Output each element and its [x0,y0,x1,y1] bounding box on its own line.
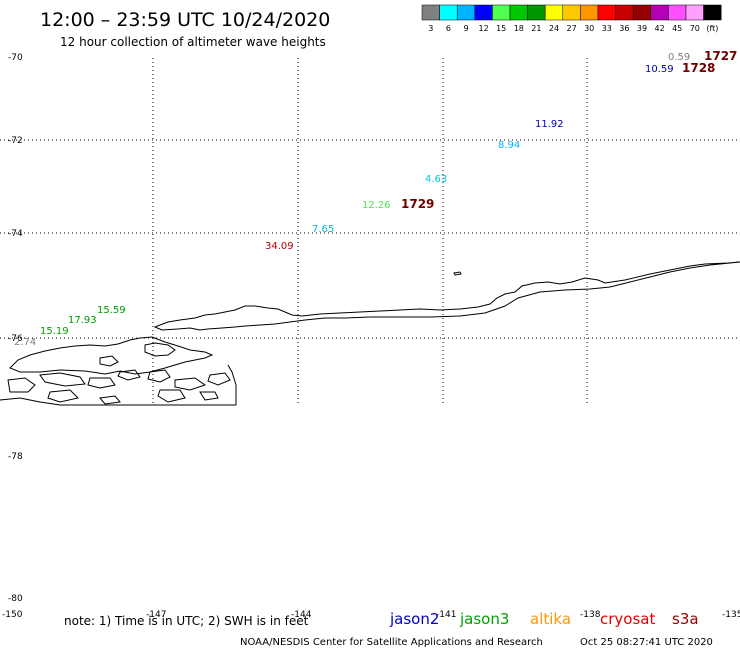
wave-height-color-scale: 3 6 9 12 15 18 21 24 27 30 33 36 39 42 45 70 (ft) [421,4,722,33]
wave-height-value: 15.19 [40,326,69,337]
scale-label: 30 [584,24,594,33]
scale-swatch [456,4,476,21]
scale-label: 33 [602,24,612,33]
lon-label: -141 [436,610,456,620]
coastline [0,261,740,406]
lon-label: -144 [291,610,312,620]
map-title: 12:00 – 23:59 UTC 10/24/2020 [40,9,330,31]
scale-swatch [544,4,564,21]
scale-label: 15 [496,24,506,33]
scale-swatch [668,4,687,21]
wave-height-value: 34.09 [265,241,294,252]
wave-height-value: 17.93 [68,315,97,326]
wave-height-value: 11.92 [535,119,564,130]
scale-label: 39 [637,24,647,33]
satellite-legend-jason2: jason2 [389,610,439,628]
scale-swatch [685,4,704,21]
lat-label: -74 [8,229,23,239]
wave-height-value: 12.26 [362,200,391,211]
scale-label: 18 [514,24,524,33]
scale-swatch [562,4,581,21]
scale-swatch [492,4,511,21]
wave-height-value: 2.74 [14,337,36,348]
wave-height-value: 4.63 [425,174,447,185]
scale-label: 21 [531,24,541,33]
satellite-legend-altika: altika [530,610,571,628]
satellite-legend-cryosat: cryosat [600,610,655,628]
footer-credit: NOAA/NESDIS Center for Satellite Applica… [240,637,543,648]
lat-label: -72 [8,136,23,146]
scale-label: 3 [428,24,433,33]
scale-swatch [703,4,722,21]
scale-label: 27 [567,24,577,33]
map-subtitle: 12 hour collection of altimeter wave hei… [60,35,326,49]
scale-swatch [509,4,528,21]
lat-label: -78 [8,452,23,462]
graticule [0,58,740,405]
satellite-legend-s3a: s3a [672,610,699,628]
lat-label: -80 [8,594,23,604]
lat-label: -76 [8,334,23,344]
scale-label: 24 [549,24,559,33]
scale-swatch [474,4,493,21]
lon-label: -138 [580,610,601,620]
pass-label: 1727 [704,49,737,63]
lon-label: -147 [146,610,166,620]
footer-note: note: 1) Time is in UTC; 2) SWH is in fe… [64,614,309,628]
lon-label: -150 [2,610,23,620]
footer-timestamp: Oct 25 08:27:41 UTC 2020 [580,637,713,648]
lat-label: -70 [8,53,23,63]
scale-swatch [439,4,458,21]
scale-label: 6 [446,24,451,33]
scale-label: 12 [479,24,489,33]
scale-label: 45 [672,24,682,33]
pass-label: 1728 [682,61,715,75]
wave-height-value: 8.94 [498,140,520,151]
scale-label: 42 [655,24,665,33]
wave-height-value: 0.59 [668,52,690,63]
scale-label: 36 [619,24,629,33]
wave-height-value: 10.59 [645,64,674,75]
pass-label: 1729 [401,197,434,211]
scale-swatch [421,4,440,21]
scale-swatch [597,4,616,21]
scale-swatch [615,4,634,21]
scale-swatch [650,4,669,21]
scale-swatch [580,4,599,21]
scale-label: (ft) [706,24,718,33]
wave-height-value: 7.65 [312,224,334,235]
scale-label: 9 [463,24,468,33]
scale-label: 70 [690,24,700,33]
scale-swatch [527,4,546,21]
scale-swatch [632,4,652,21]
lon-label: -135 [722,610,740,620]
wave-height-value: 15.59 [97,305,126,316]
satellite-legend-jason3: jason3 [459,610,509,628]
